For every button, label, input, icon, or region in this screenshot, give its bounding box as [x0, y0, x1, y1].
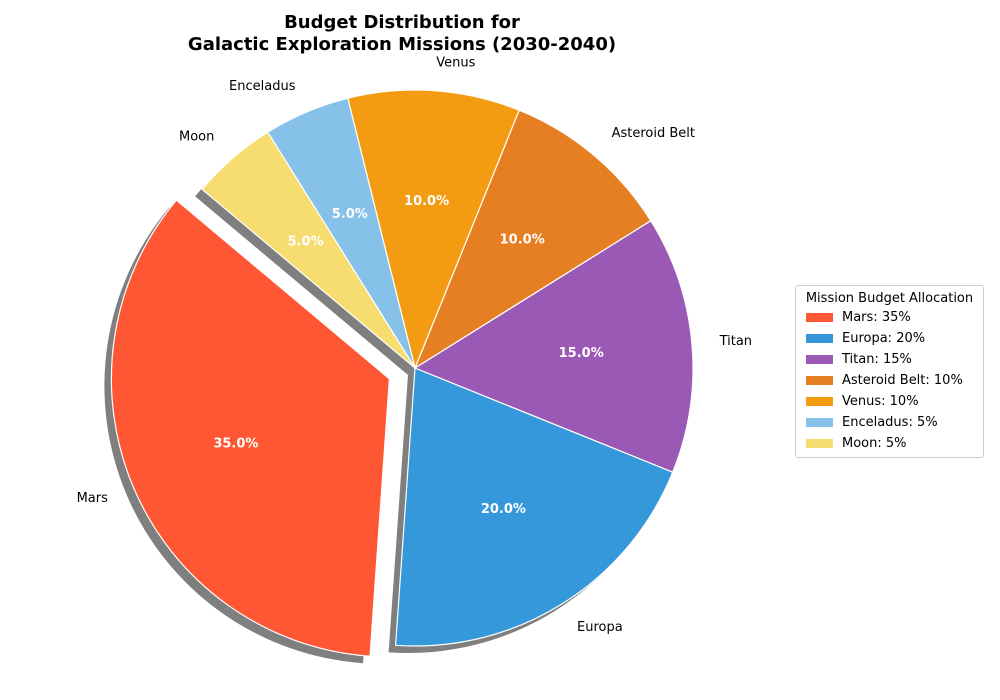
pie-slice-europa [395, 367, 674, 647]
percent-label-moon: 5.0% [288, 235, 324, 250]
legend-item-moon: Moon: 5% [806, 433, 983, 454]
percent-label-europa: 20.0% [481, 502, 526, 517]
percent-label-venus: 10.0% [404, 194, 449, 209]
legend-item-mars: Mars: 35% [806, 307, 983, 328]
legend-swatch-asteroid-belt [806, 376, 833, 385]
legend-swatch-venus [806, 397, 833, 406]
legend-item-enceladus: Enceladus: 5% [806, 412, 983, 433]
legend-label-moon: Moon: 5% [842, 436, 907, 451]
pie-slice-asteroid-belt [414, 109, 652, 369]
percent-label-titan: 15.0% [559, 346, 604, 361]
legend-label-europa: Europa: 20% [842, 331, 926, 346]
legend: Mission Budget Allocation Mars: 35% Europ… [795, 285, 984, 458]
percent-label-asteroid-belt: 10.0% [500, 233, 545, 248]
legend-title: Mission Budget Allocation [805, 291, 974, 306]
slice-label-titan: Titan [719, 334, 752, 349]
legend-swatch-titan [806, 355, 833, 364]
legend-item-europa: Europa: 20% [806, 328, 983, 349]
legend-swatch-moon [806, 439, 833, 448]
legend-item-asteroid-belt: Asteroid Belt: 10% [806, 370, 983, 391]
legend-label-enceladus: Enceladus: 5% [842, 415, 938, 430]
legend-label-titan: Titan: 15% [842, 352, 912, 367]
legend-label-venus: Venus: 10% [842, 394, 919, 409]
chart-title: Budget Distribution for Galactic Explora… [0, 12, 804, 56]
legend-item-titan: Titan: 15% [806, 349, 983, 370]
pie-slice-mars [110, 199, 391, 657]
slice-label-moon: Moon [179, 130, 214, 145]
slice-label-venus: Venus [436, 55, 475, 70]
slice-label-asteroid-belt: Asteroid Belt [612, 126, 695, 141]
legend-item-venus: Venus: 10% [806, 391, 983, 412]
slice-label-enceladus: Enceladus [229, 79, 296, 94]
legend-swatch-mars [806, 313, 833, 322]
legend-label-mars: Mars: 35% [842, 310, 911, 325]
pie-slice-venus [347, 89, 520, 369]
percent-label-mars: 35.0% [213, 437, 258, 452]
legend-swatch-europa [806, 334, 833, 343]
legend-label-asteroid-belt: Asteroid Belt: 10% [842, 373, 963, 388]
chart-title-line-1: Budget Distribution for [284, 12, 520, 33]
pie-slice-titan [414, 220, 694, 473]
chart-title-line-2: Galactic Exploration Missions (2030-2040… [187, 34, 617, 55]
slice-label-europa: Europa [577, 620, 623, 635]
percent-label-enceladus: 5.0% [332, 207, 368, 222]
pie-slice-moon [201, 131, 416, 369]
legend-items: Mars: 35% Europa: 20% Titan: 15% Asteroid B… [796, 307, 983, 454]
slice-label-mars: Mars [77, 491, 109, 506]
legend-swatch-enceladus [806, 418, 833, 427]
